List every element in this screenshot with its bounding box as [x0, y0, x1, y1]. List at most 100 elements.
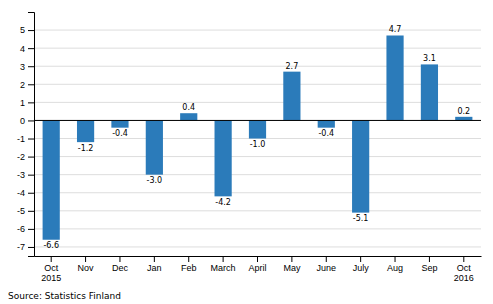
x-tick-label-line: Sep	[421, 263, 437, 273]
x-tick-label: July	[353, 263, 370, 273]
y-tick: -1	[17, 134, 34, 144]
x-tick-label-line: June	[317, 263, 337, 273]
x-tick: May	[283, 256, 301, 273]
x-tick-mark	[85, 256, 86, 262]
y-tick: 5	[20, 25, 34, 35]
x-tick-label-line: Jan	[147, 263, 162, 273]
bar	[77, 120, 94, 142]
y-tick-mark	[28, 102, 34, 103]
grid-line	[34, 102, 481, 103]
x-tick-label: Aug	[387, 263, 403, 273]
bar	[318, 120, 335, 127]
y-tick-mark	[28, 48, 34, 49]
y-tick: -5	[17, 206, 34, 216]
x-tick-label: May	[283, 263, 301, 273]
y-tick-label: 5	[20, 25, 25, 35]
y-tick: -4	[17, 188, 34, 198]
bar	[455, 117, 472, 121]
y-tick: 4	[20, 44, 34, 54]
y-tick-label: 2	[20, 80, 25, 90]
grid-line	[34, 84, 481, 85]
x-tick-mark	[223, 256, 224, 262]
x-tick: June	[317, 256, 337, 273]
y-tick: 1	[20, 98, 34, 108]
y-tick: -2	[17, 152, 34, 162]
data-label: -1.0	[250, 140, 266, 149]
y-tick-label: 1	[20, 98, 25, 108]
data-label: -0.4	[112, 129, 128, 138]
chart: -7-6-5-4-3-2-1012345Oct2015NovDecJanFebM…	[0, 0, 493, 304]
x-tick-mark	[395, 256, 396, 262]
x-tick-label: Oct2016	[454, 263, 474, 283]
data-label: -4.2	[215, 198, 231, 207]
y-tick-label: -6	[17, 224, 25, 234]
x-tick: Jan	[147, 256, 162, 273]
x-tick-label-line: Dec	[112, 263, 129, 273]
grid-line	[34, 246, 481, 247]
bar	[283, 72, 300, 121]
x-tick-label-line: Oct	[457, 263, 472, 273]
x-tick-label-line: Aug	[387, 263, 403, 273]
y-axis-line	[28, 13, 35, 257]
y-tick-label: 3	[20, 62, 25, 72]
y-tick: 3	[20, 62, 34, 72]
x-tick-label-line: 2015	[41, 273, 61, 283]
x-tick-label-line: Nov	[78, 263, 95, 273]
y-tick: -6	[17, 224, 34, 234]
y-tick-label: 0	[20, 116, 25, 126]
y-tick-label: -1	[17, 134, 25, 144]
y-tick-label: 4	[20, 44, 25, 54]
x-tick-label: Oct2015	[41, 263, 61, 283]
x-tick-label: Dec	[112, 263, 129, 273]
x-tick: Dec	[112, 256, 129, 273]
x-tick-mark	[119, 256, 120, 262]
y-tick-mark	[28, 193, 34, 194]
x-tick-mark	[188, 256, 189, 262]
grid-line	[34, 210, 481, 211]
data-labels: -6.6-1.2-0.4-3.00.4-4.2-1.02.7-0.4-5.14.…	[43, 25, 470, 250]
y-tick-mark	[28, 211, 34, 212]
x-tick-label-line: March	[211, 263, 236, 273]
x-tick-label-line: Feb	[181, 263, 197, 273]
x-tick-label-line: July	[353, 263, 370, 273]
x-tick-label-line: April	[248, 263, 266, 273]
grid-line	[34, 156, 481, 157]
grid-line	[34, 48, 481, 49]
data-label: -0.4	[318, 129, 334, 138]
y-tick-mark	[28, 66, 34, 67]
y-axis: -7-6-5-4-3-2-1012345	[17, 13, 35, 257]
x-tick-label: Jan	[147, 263, 162, 273]
grid-line	[34, 120, 481, 121]
bar	[386, 35, 403, 120]
y-tick-label: -3	[17, 170, 25, 180]
bar	[421, 64, 438, 120]
x-tick: Nov	[78, 256, 95, 273]
x-tick-label-line: Oct	[44, 263, 59, 273]
x-tick-mark	[463, 256, 464, 262]
y-tick-mark	[28, 30, 34, 31]
y-tick-label: -2	[17, 152, 25, 162]
bar	[215, 120, 232, 196]
grid-line	[34, 228, 481, 229]
x-tick: Oct2016	[454, 256, 474, 283]
plot: -7-6-5-4-3-2-1012345Oct2015NovDecJanFebM…	[17, 13, 482, 284]
x-tick-label-line: 2016	[454, 273, 474, 283]
y-tick-mark	[28, 120, 34, 121]
y-tick: 0	[20, 116, 34, 126]
x-tick-mark	[154, 256, 155, 262]
x-tick: July	[353, 256, 370, 273]
y-tick-mark	[28, 247, 34, 248]
x-tick: Aug	[387, 256, 403, 273]
bar	[111, 120, 128, 127]
data-label: -6.6	[43, 241, 59, 250]
x-tick: April	[248, 256, 266, 273]
bar	[180, 113, 197, 120]
x-tick-label: Sep	[421, 263, 437, 273]
data-label: 0.2	[457, 107, 470, 116]
x-tick-mark	[257, 256, 258, 262]
x-tick: March	[211, 256, 236, 273]
data-label: -5.1	[353, 214, 369, 223]
bar	[146, 120, 163, 174]
data-label: -3.0	[147, 176, 163, 185]
data-label: -1.2	[78, 144, 94, 153]
